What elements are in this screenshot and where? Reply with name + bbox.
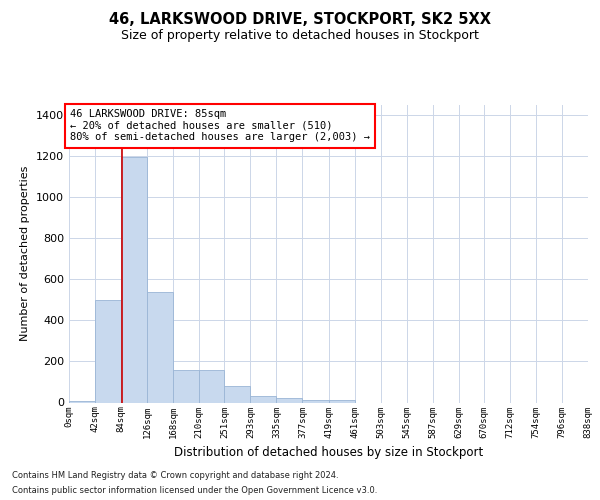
Text: 46 LARKSWOOD DRIVE: 85sqm
← 20% of detached houses are smaller (510)
80% of semi: 46 LARKSWOOD DRIVE: 85sqm ← 20% of detac… [70,109,370,142]
Bar [121,158,147,402]
Text: Contains HM Land Registry data © Crown copyright and database right 2024.: Contains HM Land Registry data © Crown c… [12,471,338,480]
Bar [250,396,277,402]
Bar [224,386,250,402]
Bar [302,400,329,402]
Bar [199,370,224,402]
Text: Size of property relative to detached houses in Stockport: Size of property relative to detached ho… [121,29,479,42]
Bar [147,292,173,403]
Y-axis label: Number of detached properties: Number of detached properties [20,166,31,342]
X-axis label: Distribution of detached houses by size in Stockport: Distribution of detached houses by size … [174,446,483,459]
Text: Contains public sector information licensed under the Open Government Licence v3: Contains public sector information licen… [12,486,377,495]
Bar [277,398,302,402]
Bar [329,400,355,402]
Text: 46, LARKSWOOD DRIVE, STOCKPORT, SK2 5XX: 46, LARKSWOOD DRIVE, STOCKPORT, SK2 5XX [109,12,491,28]
Bar [95,300,121,402]
Bar [173,370,199,402]
